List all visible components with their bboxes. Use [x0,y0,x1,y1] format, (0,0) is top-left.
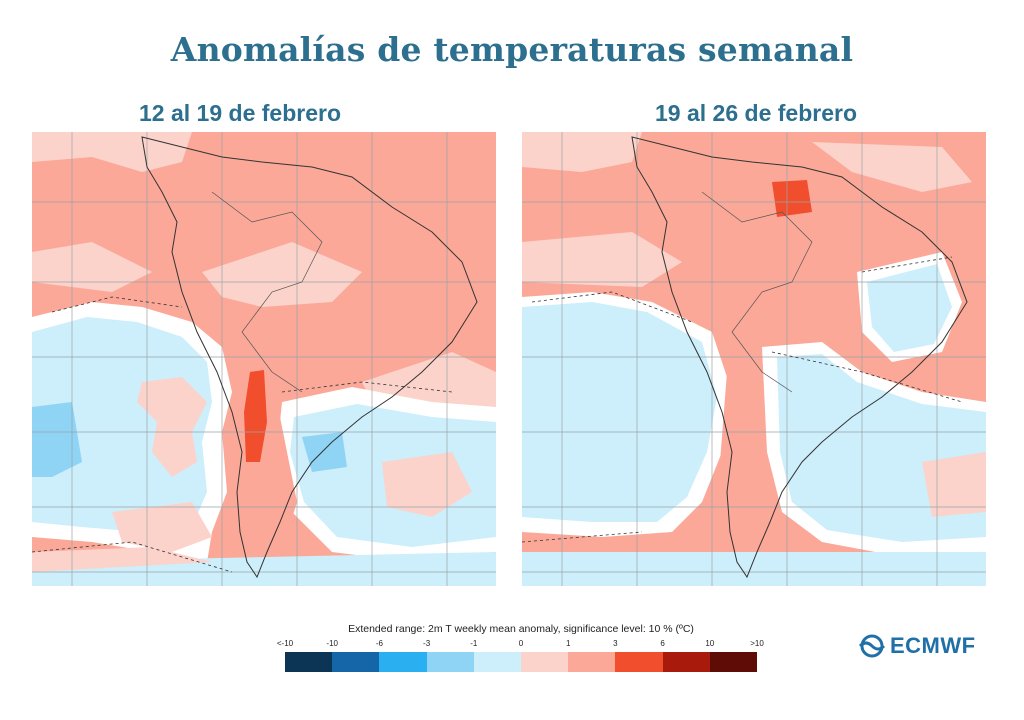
legend-tick-label: 3 [613,639,617,648]
legend-tick-label: <-10 [277,639,293,648]
legend-tick-label: -3 [423,639,430,648]
legend-tick-label: -6 [376,639,383,648]
legend-tick-label: 10 [705,639,714,648]
legend-swatch-6 [568,652,615,672]
legend-tick-label: -10 [326,639,338,648]
ecmwf-logo: ECMWF [858,632,976,660]
map-panel-week-2 [522,132,986,586]
legend-colorbar [285,652,757,672]
legend-swatch-3 [427,652,474,672]
cool-anomaly-south [522,552,986,586]
legend-swatch-4 [474,652,521,672]
page-title: Anomalías de temperaturas semanal [0,30,1024,69]
legend-tick-label: -1 [470,639,477,648]
strong-warm-patch-north [772,180,812,217]
legend-swatch-8 [663,652,710,672]
legend-swatch-7 [615,652,662,672]
legend-title: Extended range: 2m T weekly mean anomaly… [285,623,757,635]
legend-tick-label: 1 [566,639,570,648]
map-panel-week-1 [32,132,496,586]
legend-swatch-9 [710,652,757,672]
legend-tick-label: 0 [519,639,523,648]
legend-tick-labels: <-10 -10 -6 -3 -1 0 1 3 6 10 >10 [285,639,757,651]
legend-tick-label: 6 [660,639,664,648]
logo-text: ECMWF [890,633,976,659]
legend-swatch-0 [285,652,332,672]
panel-2-subtitle: 19 al 26 de febrero [521,100,991,127]
ecmwf-logo-icon [858,634,886,658]
cool-anomaly-west-pacific [522,302,717,522]
legend-swatch-2 [379,652,426,672]
legend-swatch-5 [521,652,568,672]
legend-swatch-1 [332,652,379,672]
legend-tick-label: >10 [750,639,764,648]
panel-1-subtitle: 12 al 19 de febrero [5,100,475,127]
